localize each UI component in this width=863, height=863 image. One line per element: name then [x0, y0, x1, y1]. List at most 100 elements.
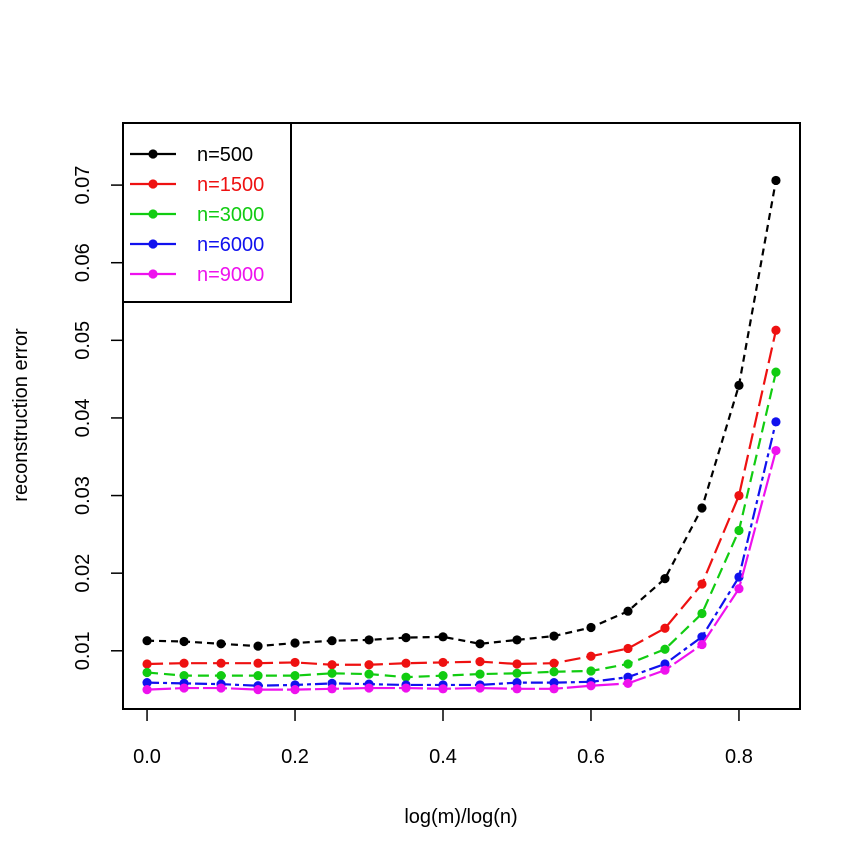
- y-tick-label: 0.05: [72, 321, 94, 360]
- legend-label: n=500: [197, 144, 253, 166]
- data-point: [771, 325, 781, 335]
- data-point: [216, 671, 226, 681]
- data-point: [216, 658, 226, 668]
- data-point: [734, 584, 744, 594]
- data-point: [660, 644, 670, 654]
- data-point: [475, 657, 485, 667]
- data-point: [327, 636, 337, 646]
- data-point: [142, 678, 152, 688]
- data-point: [179, 671, 189, 681]
- data-point: [327, 660, 337, 670]
- series-line-3: [147, 421, 778, 687]
- data-point: [549, 658, 559, 668]
- legend-label: n=3000: [197, 204, 264, 226]
- data-point: [253, 658, 263, 668]
- data-point: [253, 685, 263, 695]
- data-point: [734, 525, 744, 536]
- data-point: [142, 659, 152, 669]
- x-axis-title: log(m)/log(n): [404, 806, 517, 828]
- y-tick-label: 0.02: [72, 554, 94, 593]
- data-point: [549, 684, 559, 694]
- data-point: [512, 684, 522, 694]
- data-point: [697, 608, 707, 619]
- data-point: [290, 685, 300, 695]
- data-point: [142, 685, 152, 695]
- legend-label: n=9000: [197, 264, 264, 286]
- data-point: [401, 672, 411, 682]
- data-point: [290, 657, 300, 668]
- data-point: [586, 666, 596, 676]
- y-tick-label: 0.04: [72, 398, 94, 437]
- data-point: [697, 503, 707, 513]
- data-point: [512, 635, 522, 645]
- data-point: [623, 659, 633, 669]
- data-point: [327, 684, 337, 694]
- data-point: [660, 623, 670, 633]
- data-point: [734, 572, 744, 582]
- data-point: [734, 490, 744, 501]
- data-point: [512, 668, 522, 678]
- data-point: [512, 659, 522, 669]
- x-tick-label: 0.6: [577, 746, 605, 768]
- data-point: [216, 639, 226, 649]
- y-tick-label: 0.03: [72, 476, 94, 515]
- data-point: [586, 622, 596, 633]
- data-point: [549, 631, 559, 641]
- data-point: [142, 667, 152, 678]
- x-tick-label: 0.4: [429, 746, 457, 768]
- data-point: [253, 671, 263, 681]
- data-point: [401, 632, 411, 643]
- data-point: [697, 579, 707, 589]
- y-axis-title: reconstruction error: [10, 328, 32, 502]
- y-tick-label: 0.06: [72, 243, 94, 282]
- data-point: [771, 417, 781, 427]
- y-tick-label: 0.07: [72, 166, 94, 205]
- data-point: [623, 606, 633, 616]
- legend-label: n=1500: [197, 174, 264, 196]
- data-point: [179, 683, 189, 693]
- data-point: [660, 665, 670, 675]
- data-point: [697, 639, 707, 650]
- data-point: [623, 678, 633, 688]
- data-point: [401, 658, 411, 668]
- y-tick-label: 0.01: [72, 631, 94, 670]
- data-point: [475, 683, 485, 693]
- series-line-1: [147, 329, 778, 666]
- series-line-0: [147, 180, 778, 648]
- data-point: [364, 683, 374, 693]
- x-tick-label: 0.0: [133, 746, 161, 768]
- data-point: [734, 380, 744, 390]
- x-tick-label: 0.8: [725, 746, 753, 768]
- data-point: [771, 367, 781, 377]
- series-line-2: [146, 371, 778, 679]
- series-line-4: [147, 450, 778, 691]
- data-point: [549, 667, 559, 677]
- data-point: [179, 658, 189, 668]
- data-point: [438, 671, 448, 681]
- legend-marker: [148, 239, 158, 249]
- legend-marker: [148, 269, 158, 279]
- data-point: [660, 574, 670, 584]
- data-point: [586, 681, 596, 691]
- data-point: [401, 683, 411, 693]
- data-point: [475, 639, 485, 649]
- data-point: [771, 445, 781, 456]
- data-point: [179, 636, 189, 647]
- data-point: [327, 668, 337, 678]
- data-point: [290, 638, 300, 648]
- legend-marker: [148, 149, 158, 159]
- legend-label: n=6000: [197, 234, 264, 256]
- data-point: [290, 671, 300, 681]
- legend-marker: [148, 179, 158, 189]
- data-point: [475, 669, 485, 679]
- data-point: [216, 683, 226, 693]
- data-point: [142, 636, 152, 646]
- data-point: [771, 175, 781, 186]
- data-point: [253, 641, 263, 651]
- legend-marker: [148, 209, 158, 219]
- plot-frame: [122, 122, 801, 710]
- data-point: [586, 651, 596, 661]
- data-point: [364, 669, 374, 679]
- data-point: [438, 684, 448, 694]
